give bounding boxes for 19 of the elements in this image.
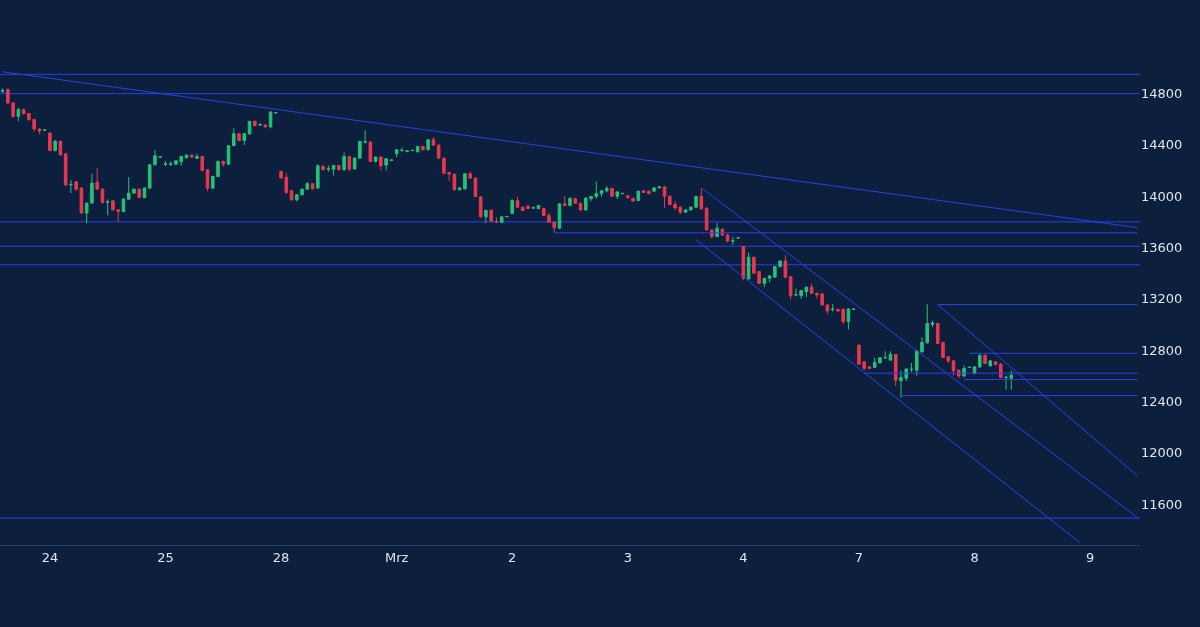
x-tick-label: 25 xyxy=(157,549,174,565)
y-tick-label: 13600 xyxy=(1141,240,1183,256)
x-tick-label: 2 xyxy=(508,549,517,565)
x-tick-label: 3 xyxy=(623,549,632,565)
x-tick-label: 9 xyxy=(1085,549,1095,565)
y-tick-label: 12400 xyxy=(1141,393,1183,409)
y-tick-label: 11600 xyxy=(1141,496,1183,512)
x-tick-label: 8 xyxy=(970,549,979,565)
y-tick-label: 14800 xyxy=(1141,86,1183,102)
x-tick-label: 7 xyxy=(854,549,864,565)
x-tick-label: 28 xyxy=(272,549,290,565)
y-tick-label: 14000 xyxy=(1141,188,1183,204)
y-tick-label: 12800 xyxy=(1141,342,1183,358)
x-tick-label: 24 xyxy=(41,549,59,565)
y-tick-label: 13200 xyxy=(1141,291,1183,307)
x-tick-label: Mrz xyxy=(384,549,409,565)
x-tick-label: 4 xyxy=(739,549,748,565)
y-tick-label: 12000 xyxy=(1141,445,1183,461)
y-tick-label: 14400 xyxy=(1141,137,1183,153)
